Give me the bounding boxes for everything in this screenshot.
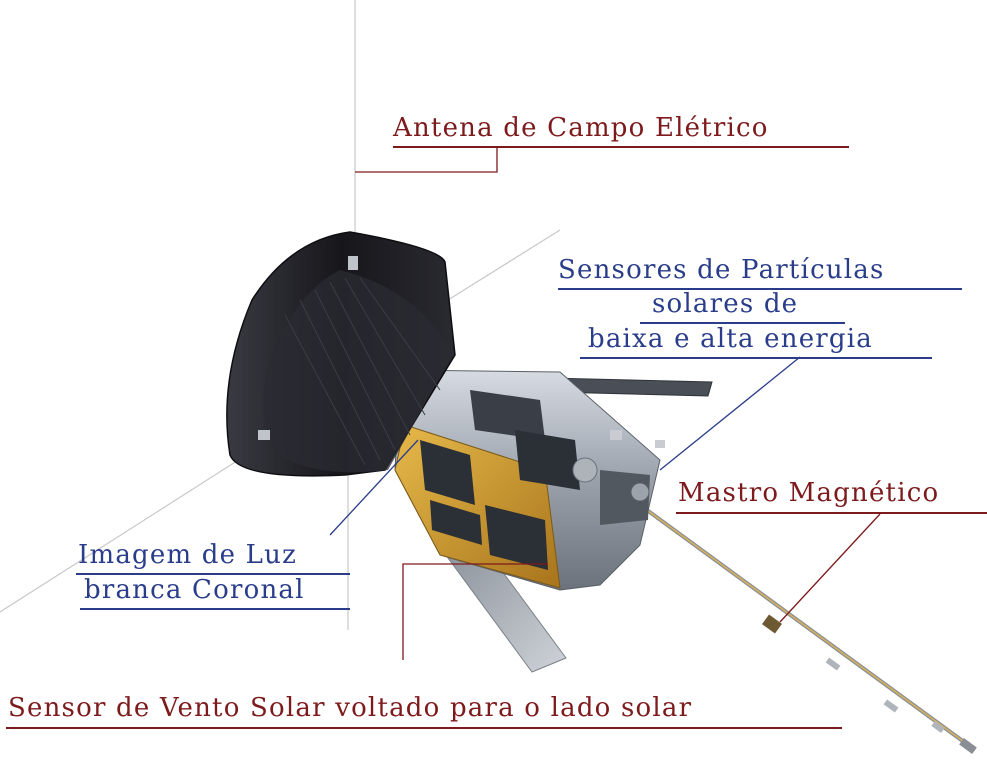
label-coronal-imager-line1: Imagem de Luz: [78, 540, 297, 570]
underline-electric-antenna: [393, 146, 849, 148]
leader-magnetic-mast: [779, 513, 881, 623]
label-particle-sensors-line2: solares de: [652, 289, 799, 319]
electric-field-antennas: [0, 0, 561, 630]
leader-coronal-imager: [329, 439, 419, 536]
leader-electric-antenna: [355, 148, 498, 173]
label-particle-sensors-line1: Sensores de Partículas: [558, 255, 885, 285]
underline-solar-wind-sensor: [6, 727, 842, 729]
leader-solar-wind: [402, 563, 548, 660]
label-magnetic-mast: Mastro Magnético: [678, 478, 940, 508]
underline-particle-sensors-line1: [558, 288, 962, 290]
leader-particle-sensors: [659, 356, 801, 471]
underline-particle-sensors-line3: [580, 357, 932, 359]
magnetometer-boom: [638, 503, 977, 754]
spacecraft-bus: [394, 369, 665, 591]
label-solar-wind-sensor: Sensor de Vento Solar voltado para o lad…: [8, 693, 693, 723]
label-coronal-imager-line2: branca Coronal: [84, 575, 305, 605]
label-electric-antenna: Antena de Campo Elétrico: [393, 113, 769, 143]
underline-coronal-imager-line2: [80, 608, 350, 610]
underline-coronal-imager-line1: [76, 573, 350, 575]
underline-particle-sensors-line2: [640, 322, 845, 324]
underline-magnetic-mast: [676, 512, 987, 514]
heat-shield: [226, 231, 456, 477]
leader-lines: [329, 148, 881, 660]
label-particle-sensors-line3: baixa e alta energia: [588, 324, 873, 354]
